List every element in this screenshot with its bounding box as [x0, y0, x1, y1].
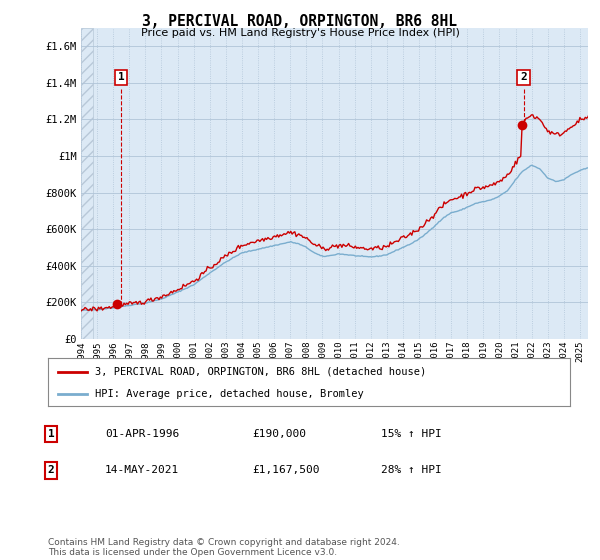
Text: HPI: Average price, detached house, Bromley: HPI: Average price, detached house, Brom… [95, 389, 364, 399]
Text: 15% ↑ HPI: 15% ↑ HPI [381, 429, 442, 439]
Text: 1: 1 [47, 429, 55, 439]
Text: 28% ↑ HPI: 28% ↑ HPI [381, 465, 442, 475]
Text: 3, PERCIVAL ROAD, ORPINGTON, BR6 8HL: 3, PERCIVAL ROAD, ORPINGTON, BR6 8HL [143, 14, 458, 29]
Text: Price paid vs. HM Land Registry's House Price Index (HPI): Price paid vs. HM Land Registry's House … [140, 28, 460, 38]
Text: Contains HM Land Registry data © Crown copyright and database right 2024.
This d: Contains HM Land Registry data © Crown c… [48, 538, 400, 557]
Text: 2: 2 [47, 465, 55, 475]
Text: 2: 2 [520, 72, 527, 82]
Text: 3, PERCIVAL ROAD, ORPINGTON, BR6 8HL (detached house): 3, PERCIVAL ROAD, ORPINGTON, BR6 8HL (de… [95, 367, 426, 377]
Text: £190,000: £190,000 [252, 429, 306, 439]
Polygon shape [81, 28, 93, 339]
Text: 14-MAY-2021: 14-MAY-2021 [105, 465, 179, 475]
Text: 1: 1 [118, 72, 125, 82]
Text: £1,167,500: £1,167,500 [252, 465, 320, 475]
Text: 01-APR-1996: 01-APR-1996 [105, 429, 179, 439]
